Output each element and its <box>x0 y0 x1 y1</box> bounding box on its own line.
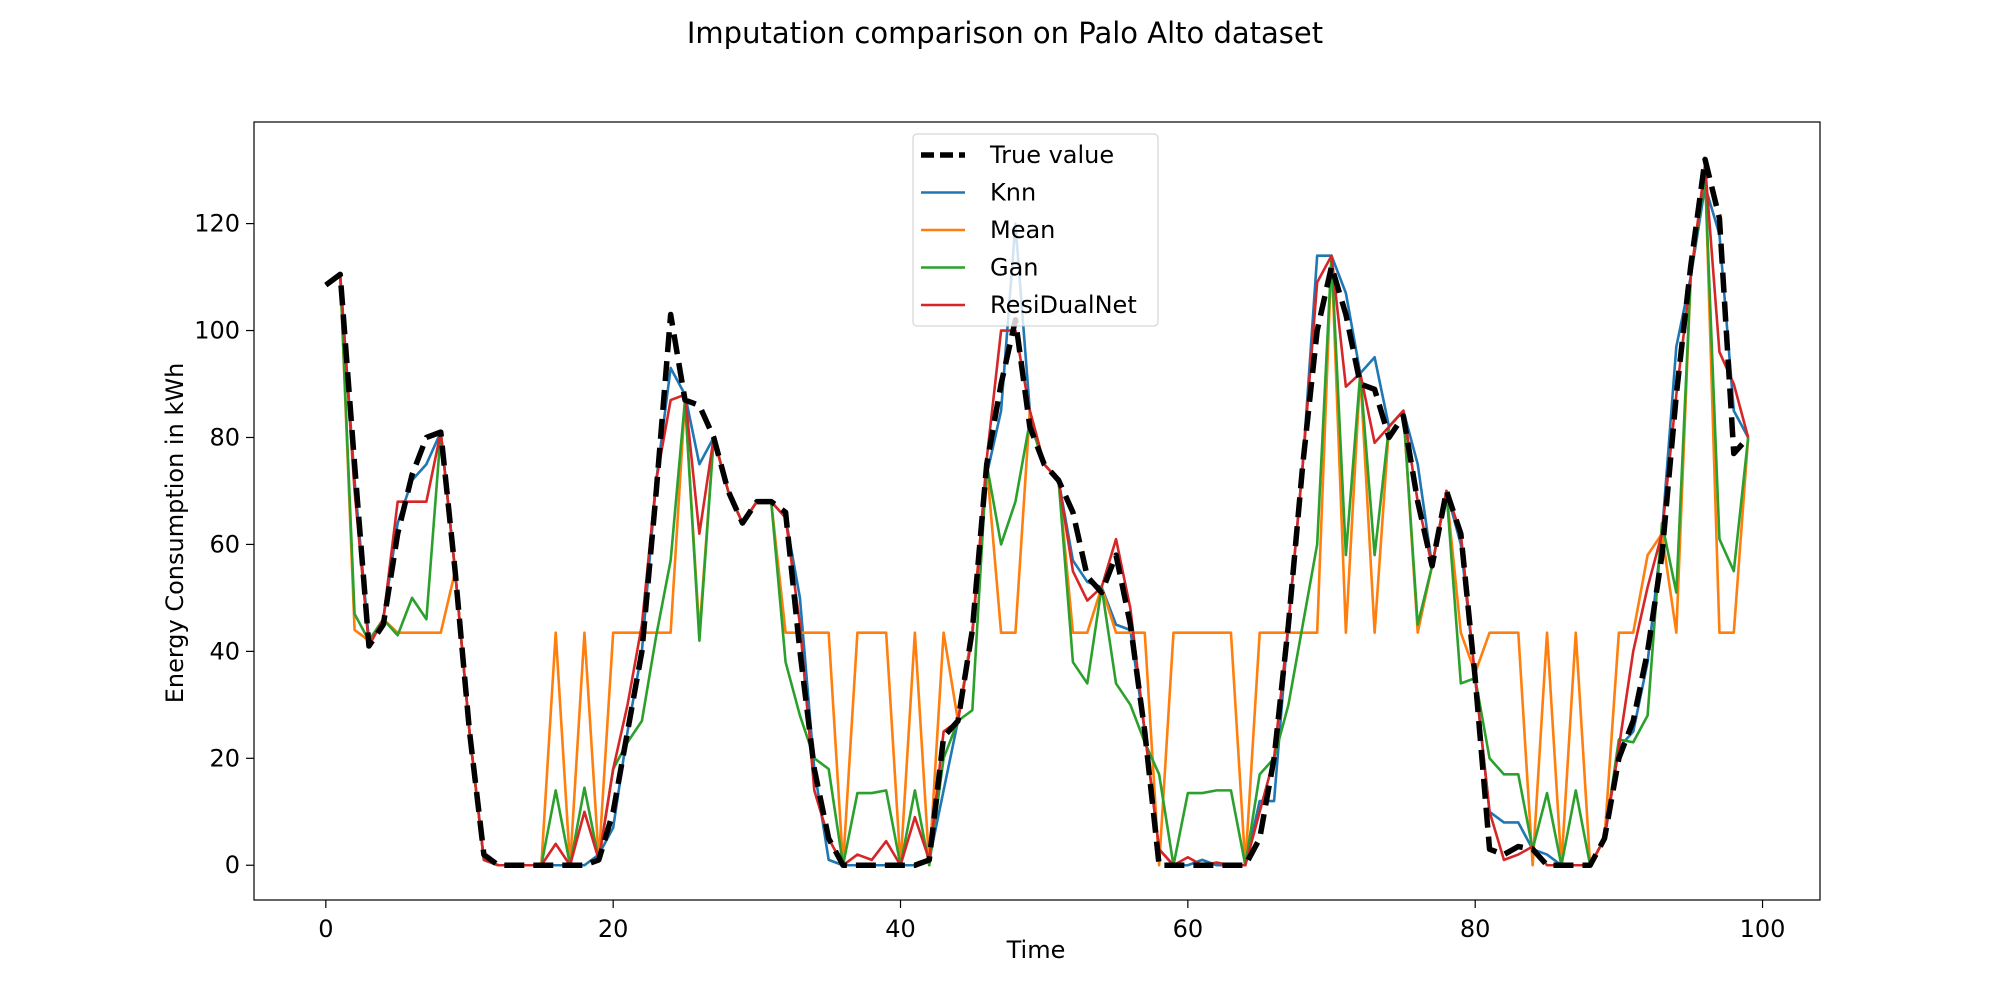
y-axis-label: Energy Consumption in kWh <box>161 363 189 704</box>
x-axis-label: Time <box>1006 936 1066 964</box>
y-tick-label: 80 <box>209 423 240 451</box>
series-line-gan <box>325 174 1750 867</box>
y-tick-label: 0 <box>225 851 240 879</box>
y-axis-ticks: 0 20 40 60 80 100 120 <box>194 210 254 879</box>
legend-label-knn: Knn <box>990 179 1036 207</box>
legend-label-mean: Mean <box>990 216 1055 244</box>
x-tick-label: 40 <box>885 915 916 943</box>
legend: True value Knn Mean Gan ResiDualNet <box>912 133 1159 327</box>
series-line-residualnet <box>325 163 1750 867</box>
chart-title: Imputation comparison on Palo Alto datas… <box>687 16 1323 50</box>
y-tick-label: 20 <box>209 744 240 772</box>
y-tick-label: 60 <box>209 530 240 558</box>
y-tick-label: 100 <box>194 317 240 345</box>
x-tick-label: 100 <box>1740 915 1786 943</box>
x-tick-label: 60 <box>1173 915 1204 943</box>
series-layer <box>324 156 1751 868</box>
x-tick-label: 80 <box>1460 915 1491 943</box>
y-tick-label: 40 <box>209 637 240 665</box>
y-tick-label: 120 <box>194 210 240 238</box>
series-line-true-value <box>324 156 1751 868</box>
plot-frame <box>253 121 1821 901</box>
legend-label-true-value: True value <box>989 141 1114 169</box>
legend-label-residualnet: ResiDualNet <box>990 291 1137 319</box>
x-axis-ticks: 0 20 40 60 80 100 <box>318 900 1785 943</box>
x-tick-label: 20 <box>598 915 629 943</box>
legend-label-gan: Gan <box>990 254 1039 282</box>
x-tick-label: 0 <box>318 915 333 943</box>
legend-box <box>912 133 1159 327</box>
